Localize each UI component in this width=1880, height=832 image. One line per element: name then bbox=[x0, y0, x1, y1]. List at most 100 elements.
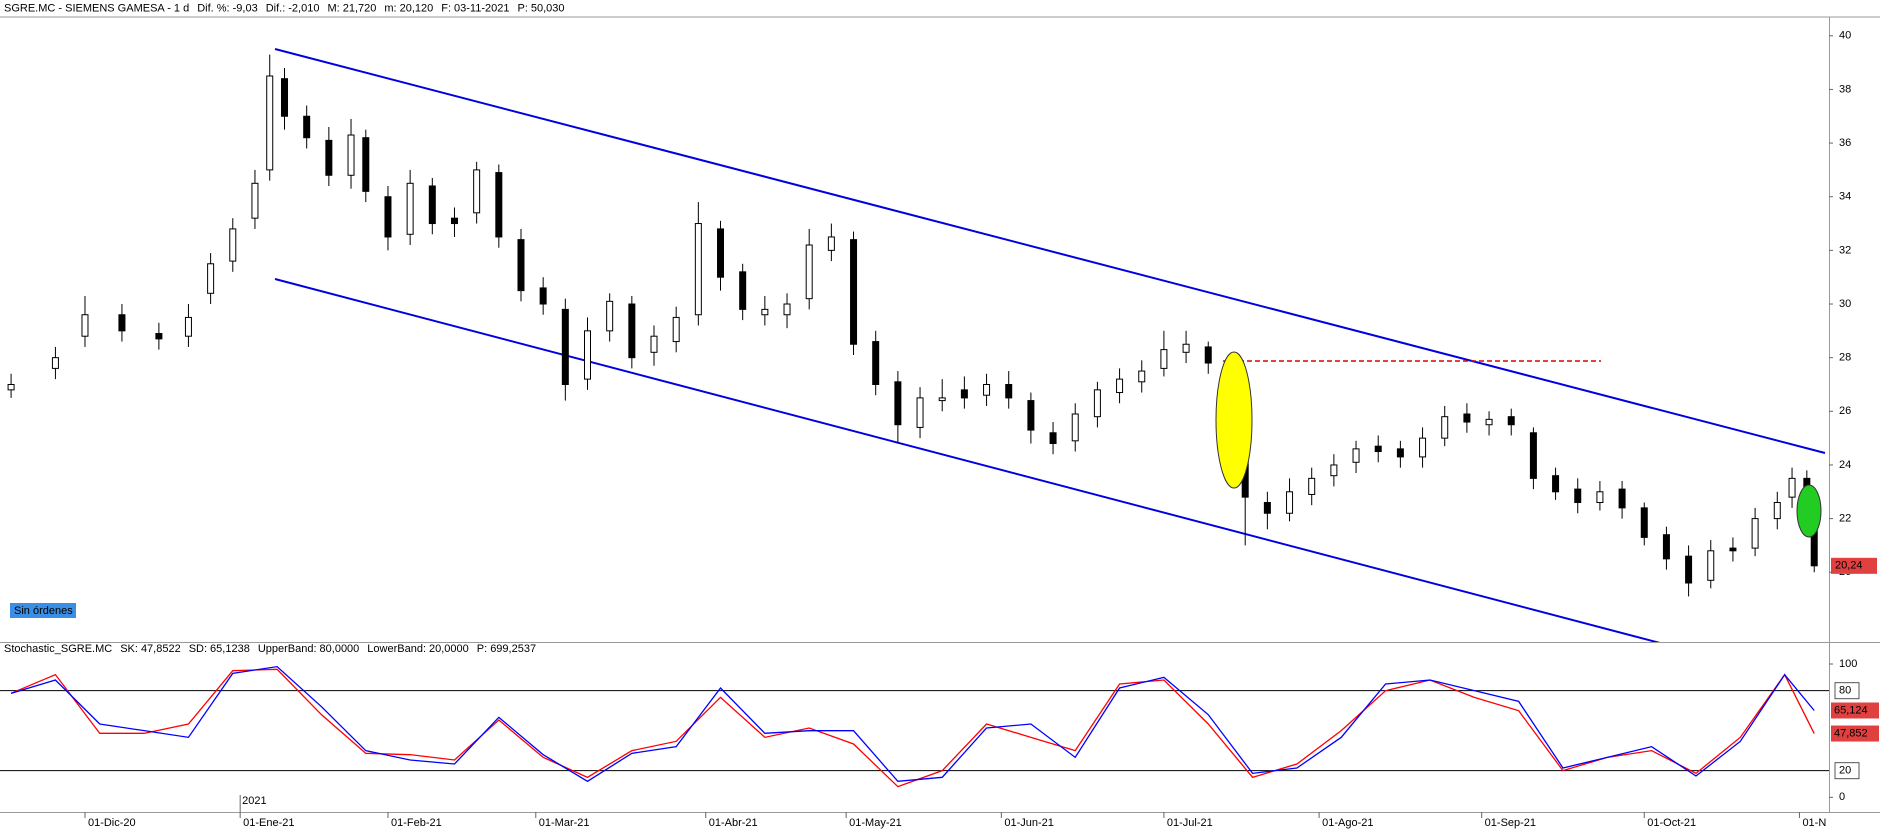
candle-body bbox=[1093, 389, 1101, 418]
axes: 202224262830323436384020,248020010047,85… bbox=[4, 30, 1879, 829]
candle-body bbox=[428, 185, 436, 225]
info-text: 65,1238 bbox=[210, 643, 250, 655]
info-text: -9,03 bbox=[233, 2, 258, 14]
y-tick-label: 0 bbox=[1839, 791, 1845, 803]
candle-body bbox=[1552, 475, 1560, 493]
last-price-label: 20,24 bbox=[1835, 560, 1863, 572]
candle-body bbox=[251, 182, 259, 219]
trend-line bbox=[274, 278, 1661, 642]
candle-body bbox=[384, 196, 392, 238]
candle-body bbox=[583, 330, 591, 380]
candle-body bbox=[1330, 464, 1338, 477]
stoch-line bbox=[10, 668, 1815, 788]
candle-body bbox=[406, 182, 414, 235]
candle-body bbox=[1396, 448, 1404, 458]
info-text: 03-11-2021 bbox=[454, 2, 509, 14]
header: SGRE.MC - SIEMENS GAMESA - 1 d Dif. %: -9,… bbox=[4, 2, 565, 14]
drawings bbox=[274, 48, 1826, 642]
candle-body bbox=[207, 263, 215, 294]
x-tick-label: 01-Jun-21 bbox=[1004, 817, 1054, 829]
x-tick-label: 01-Abr-21 bbox=[709, 817, 758, 829]
x-tick-label: 01-Ago-21 bbox=[1322, 817, 1373, 829]
candle-body bbox=[1773, 502, 1781, 520]
y-tick-label: 22 bbox=[1839, 513, 1851, 525]
candle-body bbox=[1308, 477, 1316, 495]
candle-body bbox=[1574, 488, 1582, 504]
candle-body bbox=[495, 172, 503, 238]
candle-body bbox=[650, 335, 658, 353]
candle-body bbox=[1707, 550, 1715, 581]
candle-body bbox=[894, 381, 902, 426]
info-text: 47,8522 bbox=[141, 643, 181, 655]
status-label[interactable]: Sin órdenes bbox=[14, 605, 73, 617]
last-value-box bbox=[1831, 725, 1879, 742]
info-text: 21,720 bbox=[343, 2, 377, 14]
candle-body bbox=[281, 78, 289, 117]
candle-body bbox=[1005, 383, 1013, 399]
candle-body bbox=[1640, 507, 1648, 538]
y-tick-label: 36 bbox=[1839, 137, 1851, 149]
highlight-ellipse bbox=[1796, 484, 1822, 538]
candle-body bbox=[450, 217, 458, 225]
candle-body bbox=[81, 314, 89, 337]
band-label: 80 bbox=[1839, 685, 1851, 697]
year-label: 2021 bbox=[242, 795, 266, 807]
candle-body bbox=[473, 169, 481, 214]
y-tick-label: 26 bbox=[1839, 405, 1851, 417]
candle-body bbox=[694, 223, 702, 316]
trend-line bbox=[274, 48, 1826, 454]
x-tick-label: 01-Sep-21 bbox=[1485, 817, 1536, 829]
highlight-ellipse bbox=[1215, 351, 1253, 489]
candle-body bbox=[960, 389, 968, 399]
info-text: P: bbox=[477, 643, 487, 655]
y-tick-label: 30 bbox=[1839, 298, 1851, 310]
last-value-label: 65,124 bbox=[1834, 704, 1868, 716]
candle-body bbox=[1507, 416, 1515, 426]
candle-body bbox=[1788, 477, 1796, 498]
info-text: m: bbox=[384, 2, 396, 14]
candle-body bbox=[155, 333, 163, 340]
info-text: UpperBand: bbox=[258, 643, 317, 655]
candle-body bbox=[805, 244, 813, 300]
candle-body bbox=[1618, 488, 1626, 509]
x-tick-label: 01-Jul-21 bbox=[1167, 817, 1213, 829]
last-value-box bbox=[1831, 702, 1879, 719]
highlights bbox=[1215, 351, 1822, 538]
candle-body bbox=[51, 357, 59, 369]
info-text: 20,120 bbox=[400, 2, 434, 14]
last-value-label: 47,852 bbox=[1834, 727, 1868, 739]
candle-body bbox=[1286, 491, 1294, 514]
candle-body bbox=[1751, 518, 1759, 549]
y-tick-label: 40 bbox=[1839, 30, 1851, 42]
y-tick-label: 38 bbox=[1839, 83, 1851, 95]
y-tick-label: 28 bbox=[1839, 352, 1851, 364]
candle-body bbox=[1419, 437, 1427, 458]
band-label: 20 bbox=[1839, 765, 1851, 777]
candle-body bbox=[1352, 448, 1360, 463]
stochastic-panel bbox=[0, 665, 1829, 788]
candle-body bbox=[303, 115, 311, 139]
candle-body bbox=[1182, 343, 1190, 353]
candle-body bbox=[1204, 346, 1212, 364]
info-text: SD: bbox=[189, 643, 207, 655]
candle-body bbox=[717, 228, 725, 278]
candle-body bbox=[1441, 416, 1449, 439]
candle-body bbox=[1049, 432, 1057, 445]
info-text: SK: bbox=[120, 643, 138, 655]
candle-body bbox=[1662, 534, 1670, 560]
last-price-box bbox=[1831, 557, 1877, 574]
candle-body bbox=[1071, 413, 1079, 442]
candle-body bbox=[325, 139, 333, 176]
candle-body bbox=[1485, 418, 1493, 426]
band-box bbox=[1834, 682, 1860, 700]
candle-body bbox=[872, 341, 880, 385]
candle-body bbox=[1374, 445, 1382, 453]
candle-body bbox=[1729, 547, 1737, 552]
candle-body bbox=[1263, 502, 1271, 514]
candle-body bbox=[517, 239, 525, 292]
candle-body bbox=[783, 303, 791, 316]
info-text: 20,0000 bbox=[429, 643, 469, 655]
status-badge[interactable] bbox=[10, 603, 76, 618]
y-tick-label: 100 bbox=[1839, 658, 1857, 670]
